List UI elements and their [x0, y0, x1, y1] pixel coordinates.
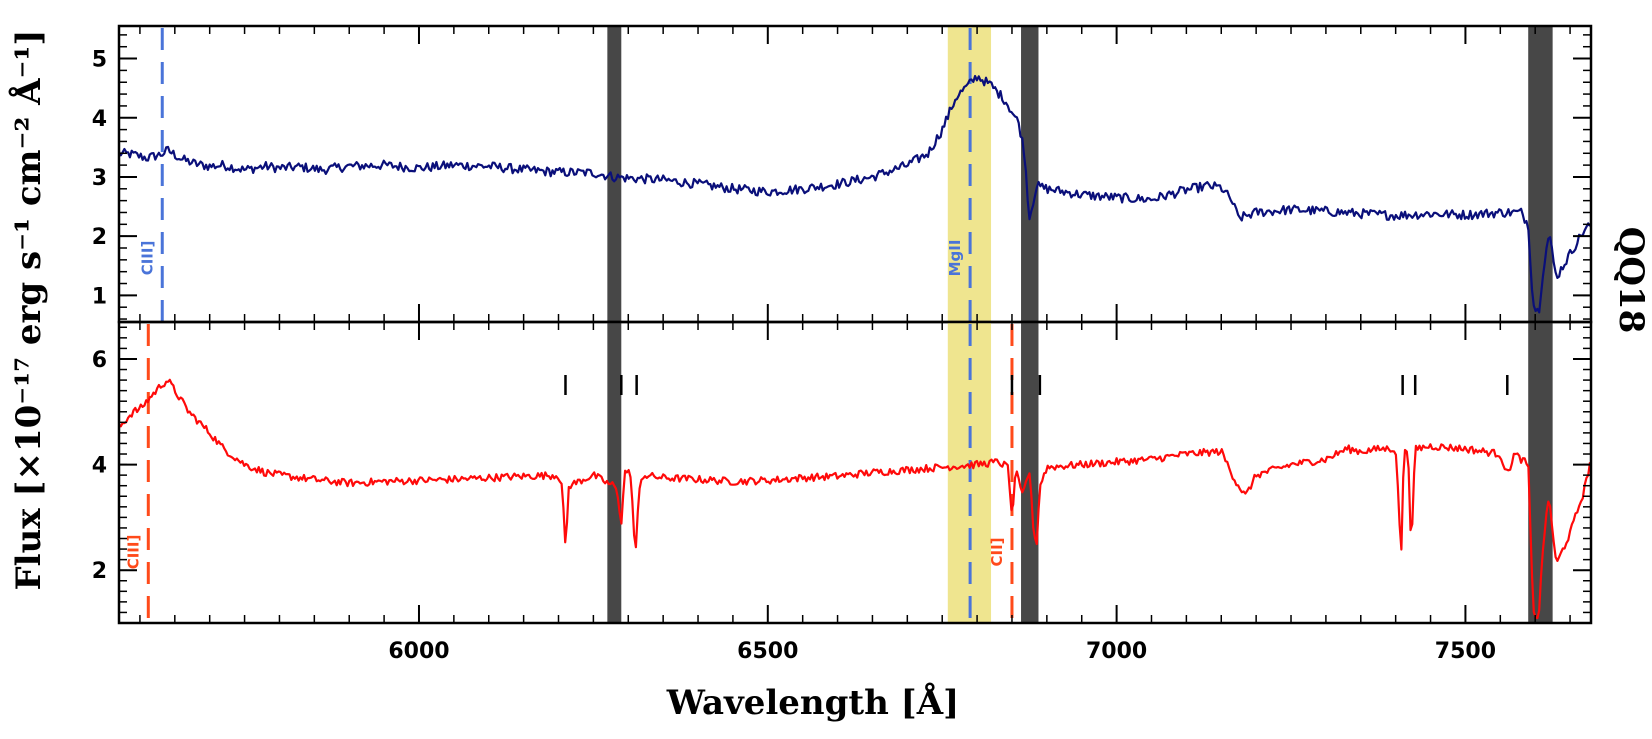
- spectrum-line: [118, 378, 1592, 620]
- y-tick-label: 5: [92, 48, 107, 73]
- y-tick-label: 4: [92, 107, 107, 132]
- y-tick-label: 3: [92, 166, 107, 191]
- telluric-band: [607, 322, 622, 623]
- object-label: QQ18: [1611, 227, 1651, 334]
- panel-frame: [117, 24, 1593, 324]
- x-tick-label: 6500: [737, 639, 798, 664]
- y-tick-label: 1: [92, 284, 107, 309]
- telluric-band: [1021, 26, 1039, 322]
- y-axis-title: Flux [×10⁻¹⁷ erg s⁻¹ cm⁻² Å⁻¹]: [8, 30, 49, 591]
- y-tick-label: 4: [92, 454, 107, 479]
- y-tick-label: 2: [92, 559, 107, 584]
- spectrum-line: [118, 74, 1591, 314]
- x-axis-title: Wavelength [Å]: [666, 682, 960, 723]
- x-tick-label: 6000: [388, 639, 449, 664]
- telluric-band: [1528, 26, 1553, 322]
- emission-line-label: CIII]: [124, 535, 142, 570]
- bottom-spectrum-panel: CIII] CII] 2 4 6: [92, 320, 1593, 625]
- x-tick-label: 7500: [1435, 639, 1496, 664]
- x-axis: 6000 6500 7000 7500: [388, 639, 1496, 664]
- emission-line-label: CII]: [988, 537, 1006, 566]
- y-tick-label: 2: [92, 225, 107, 250]
- y-tick-label: 6: [92, 348, 107, 373]
- telluric-band: [607, 26, 622, 322]
- emission-line-label: CIII]: [138, 241, 156, 276]
- top-spectrum-panel: CIII] MgII 1 2 3 4 5: [92, 24, 1593, 324]
- emission-line-label: MgII: [946, 240, 964, 277]
- x-tick-label: 7000: [1086, 639, 1147, 664]
- panel-frame: [117, 320, 1593, 625]
